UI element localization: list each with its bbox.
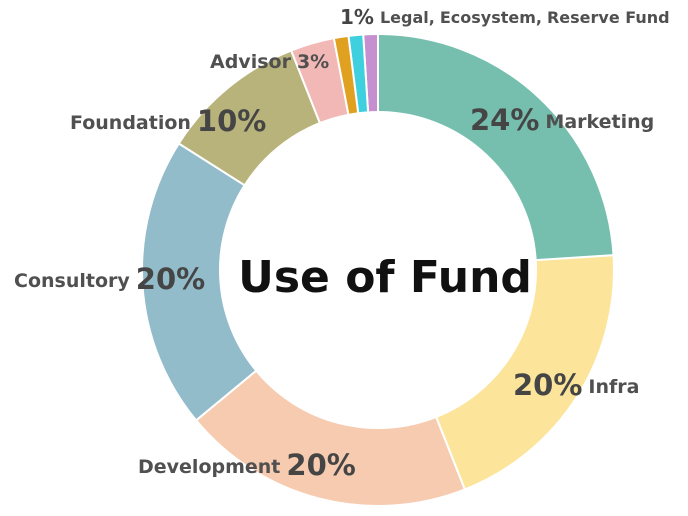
category-label: Reserve Fund <box>547 8 670 27</box>
slice-label: Consultory 20% <box>14 262 205 296</box>
value-label: 20% <box>136 262 205 296</box>
slice-label: 1% Legal, Ecosystem, Reserve Fund <box>340 5 670 29</box>
donut-slice <box>289 37 350 125</box>
slice-label: Development 20% <box>138 448 356 482</box>
category-label: Development <box>138 456 280 478</box>
category-label: Consultory <box>14 270 130 292</box>
value-label: 20% <box>286 448 355 482</box>
donut-slice <box>377 32 615 262</box>
category-label: Foundation <box>70 112 191 134</box>
value-label: 24% <box>470 103 539 137</box>
value-label: 1% <box>340 5 374 29</box>
donut-slice <box>141 142 258 422</box>
value-label: 3% <box>297 51 329 73</box>
category-label: Marketing <box>545 111 654 133</box>
chart-title: Use of Fund <box>238 252 532 303</box>
slice-label: 20% Infra <box>513 368 639 402</box>
slice-label: 24% Marketing <box>470 103 654 137</box>
slice-label: Foundation 10% <box>70 104 266 138</box>
donut-slice <box>177 49 322 187</box>
category-label: Ecosystem, <box>440 8 542 27</box>
value-label: 20% <box>513 368 582 402</box>
category-label: Infra <box>588 376 639 398</box>
category-label: Legal, <box>380 8 435 27</box>
donut-slice <box>194 369 467 507</box>
value-label: 10% <box>197 104 266 138</box>
category-label: Advisor <box>210 51 292 73</box>
donut-slice <box>434 254 615 491</box>
slice-label: Advisor 3% <box>210 51 329 73</box>
